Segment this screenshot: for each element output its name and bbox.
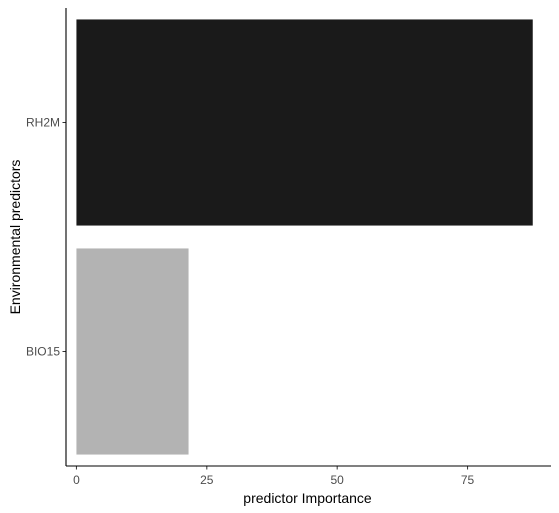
x-tick-label: 75 [461, 473, 475, 487]
y-tick-label: RH2M [26, 116, 60, 130]
y-axis-title: Environmental predictors [7, 160, 23, 315]
y-tick-label: BIO15 [26, 345, 60, 359]
x-axis-ticks: 0 25 50 75 [73, 466, 475, 487]
bar-bio15 [76, 248, 189, 455]
bar-rh2m [76, 19, 533, 226]
y-axis-ticks: BIO15 RH2M [26, 116, 66, 359]
x-tick-label: 25 [200, 473, 214, 487]
x-tick-label: 0 [73, 473, 80, 487]
x-axis-title: predictor Importance [243, 490, 372, 506]
x-tick-label: 50 [331, 473, 345, 487]
bars-group [76, 19, 533, 455]
